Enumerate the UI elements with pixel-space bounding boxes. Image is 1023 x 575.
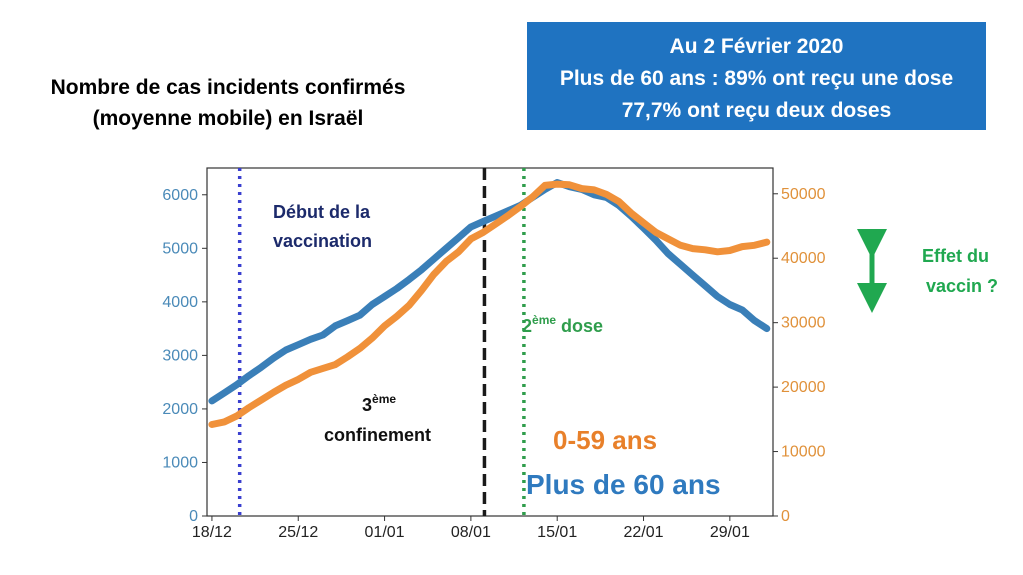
left-axis: 0 1000 2000 3000 4000 5000 6000 bbox=[162, 187, 207, 525]
right-tick-label: 40000 bbox=[781, 250, 826, 267]
series-line-left bbox=[208, 179, 771, 405]
right-axis: 0 10000 20000 30000 40000 50000 bbox=[773, 186, 826, 525]
x-axis: 18/12 25/12 01/01 08/01 15/01 22/01 29/01 bbox=[192, 516, 750, 541]
left-tick-label: 6000 bbox=[162, 187, 198, 204]
x-tick-label: 15/01 bbox=[537, 524, 577, 541]
info-two-doses: 77,7% ont reçu deux doses bbox=[621, 99, 892, 122]
x-tick-label: 29/01 bbox=[710, 524, 750, 541]
right-tick-label: 10000 bbox=[781, 444, 826, 461]
second-dose-ordinal: 2 bbox=[522, 316, 532, 336]
left-tick-label: 1000 bbox=[162, 454, 198, 471]
right-tick-label: 0 bbox=[781, 508, 790, 525]
x-tick-label: 22/01 bbox=[623, 524, 663, 541]
right-tick-label: 50000 bbox=[781, 186, 826, 203]
second-dose-word: dose bbox=[556, 316, 603, 336]
left-tick-label: 5000 bbox=[162, 240, 198, 257]
lockdown-label-2: confinement bbox=[324, 425, 431, 445]
vaccination-start-label-2: vaccination bbox=[273, 231, 372, 251]
x-tick-label: 18/12 bbox=[192, 524, 232, 541]
left-tick-label: 0 bbox=[189, 508, 198, 525]
chart-title: Nombre de cas incidents confirmés (moyen… bbox=[50, 76, 406, 130]
right-tick-label: 20000 bbox=[781, 379, 826, 396]
info-date: Au 2 Février 2020 bbox=[669, 35, 844, 58]
vaccine-effect-label-2: vaccin ? bbox=[926, 276, 998, 296]
series-line-right bbox=[208, 180, 771, 428]
vaccine-effect-label-1: Effet du bbox=[922, 246, 989, 266]
x-tick-label: 25/12 bbox=[278, 524, 318, 541]
lockdown-ordinal-suffix: ème bbox=[372, 392, 396, 406]
second-dose-ordinal-suffix: ème bbox=[532, 313, 556, 327]
lockdown-ordinal: 3 bbox=[362, 395, 372, 415]
plot-frame bbox=[206, 167, 774, 517]
second-dose-label: 2ème dose bbox=[522, 313, 603, 336]
vaccination-start-label-1: Début de la bbox=[273, 202, 371, 222]
vaccination-info-box: Au 2 Février 2020 Plus de 60 ans : 89% o… bbox=[527, 22, 986, 130]
left-tick-label: 2000 bbox=[162, 401, 198, 418]
right-tick-label: 30000 bbox=[781, 315, 826, 332]
left-tick-label: 3000 bbox=[162, 347, 198, 364]
left-tick-label: 4000 bbox=[162, 294, 198, 311]
series-group bbox=[208, 179, 771, 428]
x-tick-label: 08/01 bbox=[451, 524, 491, 541]
legend-old: Plus de 60 ans bbox=[526, 469, 721, 500]
x-tick-label: 01/01 bbox=[365, 524, 405, 541]
event-lines bbox=[237, 168, 526, 516]
info-one-dose: Plus de 60 ans : 89% ont reçu une dose bbox=[559, 67, 954, 90]
legend-young: 0-59 ans bbox=[553, 425, 657, 455]
lockdown-label-1: 3ème bbox=[362, 392, 396, 415]
